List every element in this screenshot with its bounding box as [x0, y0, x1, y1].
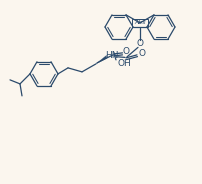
Text: O: O [122, 47, 129, 56]
Text: OH: OH [117, 59, 131, 68]
Polygon shape [96, 55, 106, 64]
FancyBboxPatch shape [132, 19, 148, 27]
Text: O: O [139, 49, 145, 58]
Text: Abs: Abs [134, 20, 146, 25]
Text: O: O [137, 39, 143, 48]
Text: HN: HN [105, 51, 119, 60]
